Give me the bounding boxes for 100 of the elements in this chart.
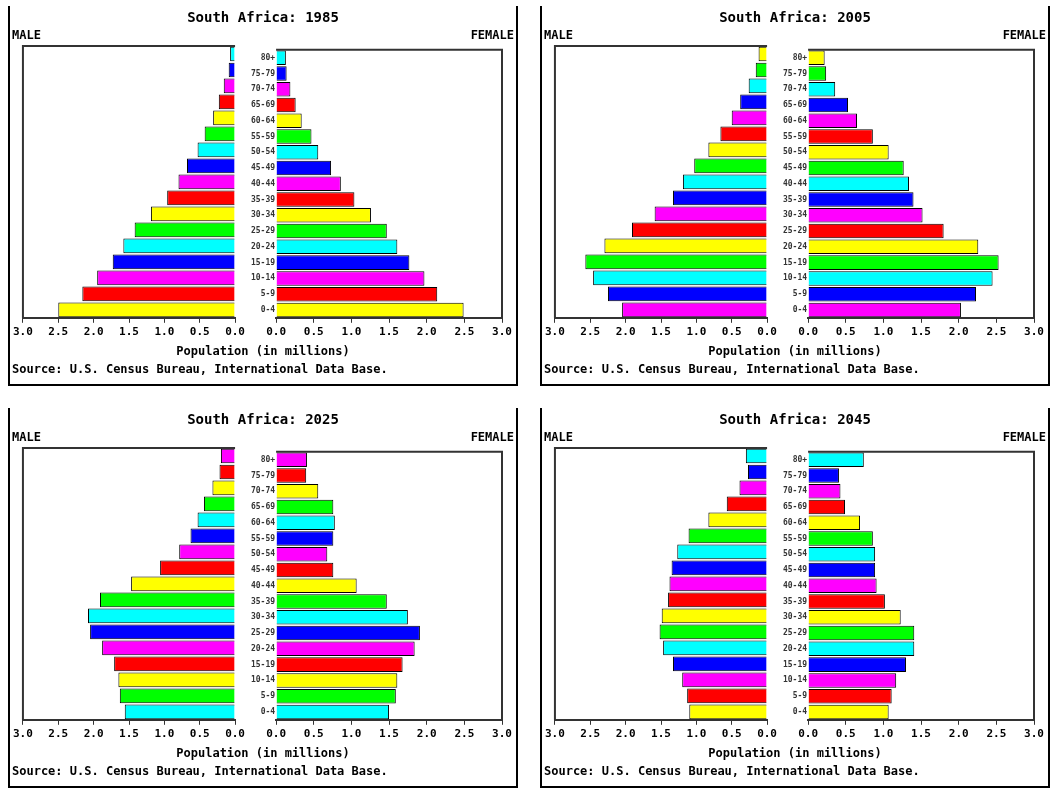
x-tick-label: 2.0 [416,325,437,339]
y-axis-title: FEMALE [1002,430,1046,446]
y-tick-label: 15-19 [250,659,276,669]
y-tick-label: 0-4 [260,305,276,314]
x-tick-label: 0.5 [303,325,324,339]
x-axis-title: Population (in millions) [707,344,883,358]
x-tick-label: 0.5 [721,727,742,741]
x-tick-label: 1.5 [119,325,139,339]
x-tick-label: 0.0 [266,727,287,741]
x-tick-label: 1.5 [119,727,139,741]
y-tick-label: 5-9 [260,691,276,701]
x-tick-label: 2.5 [580,727,601,741]
x-tick-label: 0.0 [757,727,777,741]
x-tick-label: 0.5 [835,727,856,741]
y-tick-label: 70-74 [250,486,276,496]
y-axis-title: MALE [12,430,41,446]
y-tick-label: 0-4 [792,707,808,716]
y-tick-label: 50-54 [250,549,276,559]
x-tick-label: 2.5 [454,325,475,339]
y-tick-label: 80+ [260,52,276,62]
y-tick-label: 10-14 [782,273,808,283]
x-tick-label: 2.5 [48,727,69,741]
y-tick-label: 20-24 [250,241,276,251]
y-tick-label: 65-69 [250,502,276,512]
x-tick-label: 2.5 [986,325,1007,339]
y-tick-label: 35-39 [782,194,808,204]
y-tick-label: 25-29 [782,628,808,638]
x-tick-label: 1.0 [686,325,707,339]
x-tick-label: 2.0 [83,727,104,741]
y-tick-label: 55-59 [782,131,808,141]
y-tick-label: 40-44 [782,580,808,590]
y-tick-label: 5-9 [792,289,808,299]
x-tick-label: 2.0 [615,727,636,741]
x-tick-label: 0.0 [798,727,819,741]
y-tick-label: 45-49 [782,163,808,173]
y-tick-label: 10-14 [250,273,276,283]
x-axis-title: Population (in millions) [175,344,351,358]
y-tick-label: 30-34 [250,612,276,622]
y-tick-label: 50-54 [782,147,808,157]
y-tick-label: 30-34 [250,210,276,220]
y-tick-label: 70-74 [782,486,808,496]
y-tick-label: 20-24 [250,643,276,653]
x-tick-label: 3.0 [492,325,512,339]
x-tick-label: 2.0 [615,325,636,339]
y-tick-label: 65-69 [250,100,276,110]
x-tick-label: 1.0 [154,325,175,339]
x-tick-label: 1.5 [379,325,399,339]
y-tick-label: 10-14 [782,675,808,685]
y-tick-label: 60-64 [782,517,808,527]
x-tick-label: 1.5 [911,727,931,741]
y-tick-label: 25-29 [250,226,276,236]
x-tick-label: 1.0 [873,727,894,741]
source-note: Source: U.S. Census Bureau, International Data Base. [11,361,389,376]
x-tick-label: 2.5 [580,325,601,339]
x-tick-label: 3.0 [1024,325,1044,339]
x-tick-label: 3.0 [13,727,33,741]
x-tick-label: 0.0 [266,325,287,339]
x-tick-label: 0.5 [189,325,210,339]
x-tick-label: 1.5 [651,727,671,741]
source-note: Source: U.S. Census Bureau, International Data Base. [11,763,389,778]
y-tick-label: 60-64 [250,517,276,527]
y-tick-label: 70-74 [250,84,276,94]
y-axis-title: FEMALE [470,28,514,44]
x-tick-label: 1.0 [873,325,894,339]
y-tick-label: 30-34 [782,210,808,220]
y-tick-label: 50-54 [782,549,808,559]
y-tick-label: 35-39 [250,194,276,204]
x-tick-label: 3.0 [13,325,33,339]
y-axis-title: FEMALE [470,430,514,446]
y-tick-label: 50-54 [250,147,276,157]
y-tick-label: 80+ [260,454,276,464]
y-tick-label: 15-19 [250,257,276,267]
y-tick-label: 65-69 [782,100,808,110]
y-tick-label: 40-44 [782,178,808,188]
y-tick-label: 25-29 [782,226,808,236]
y-tick-label: 0-4 [260,707,276,716]
y-axis-title: FEMALE [1002,28,1046,44]
x-tick-label: 0.0 [225,325,245,339]
y-tick-label: 75-79 [250,68,276,78]
x-tick-label: 2.5 [454,727,475,741]
y-tick-label: 75-79 [250,470,276,480]
y-tick-label: 70-74 [782,84,808,94]
chart-title: South Africa: 2025 [186,410,340,429]
y-tick-label: 75-79 [782,470,808,480]
x-tick-label: 0.0 [225,727,245,741]
y-tick-label: 60-64 [782,115,808,125]
x-tick-label: 0.0 [798,325,819,339]
y-tick-label: 60-64 [250,115,276,125]
y-tick-label: 0-4 [792,305,808,314]
y-tick-label: 10-14 [250,675,276,685]
x-tick-label: 3.0 [545,325,565,339]
y-tick-label: 5-9 [792,691,808,701]
x-axis-title: Population (in millions) [175,746,351,760]
x-tick-label: 1.0 [686,727,707,741]
y-tick-label: 20-24 [782,643,808,653]
x-tick-label: 3.0 [492,727,512,741]
x-tick-label: 1.5 [651,325,671,339]
y-tick-label: 30-34 [782,612,808,622]
source-note: Source: U.S. Census Bureau, International Data Base. [543,361,921,376]
x-tick-label: 2.5 [986,727,1007,741]
